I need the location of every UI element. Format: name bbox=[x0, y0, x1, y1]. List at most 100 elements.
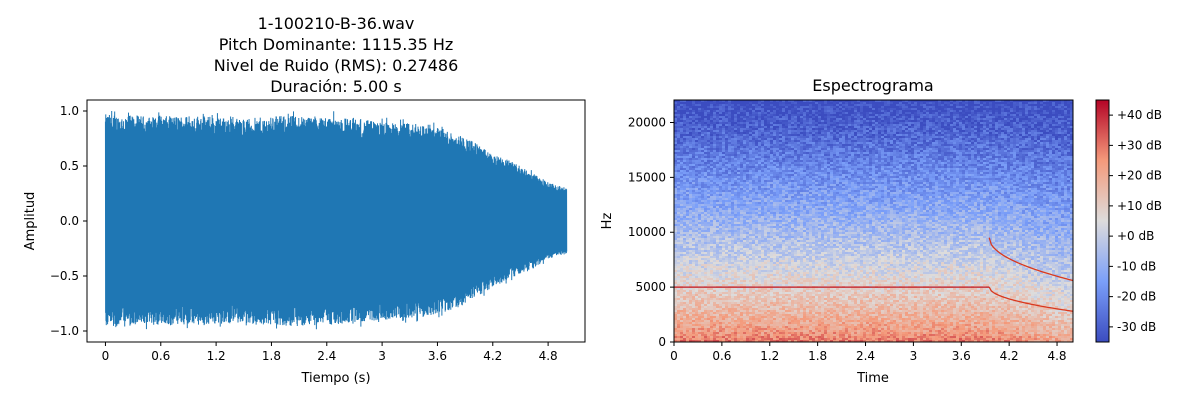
spectrogram-cell bbox=[731, 202, 735, 205]
spectrogram-cell bbox=[740, 162, 744, 165]
spectrogram-cell bbox=[791, 288, 795, 291]
spectrogram-cell bbox=[689, 302, 693, 305]
spectrogram-cell bbox=[773, 182, 777, 185]
spectrogram-cell bbox=[785, 112, 789, 115]
spectrogram-cell bbox=[776, 106, 780, 109]
spectrogram-cell bbox=[758, 140, 762, 143]
spectrogram-cell bbox=[773, 110, 777, 113]
spectrogram-cell bbox=[713, 242, 717, 245]
spectrogram-cell bbox=[698, 310, 702, 313]
spectrogram-cell bbox=[788, 332, 792, 335]
spectrogram-cell bbox=[725, 114, 729, 117]
spectrogram-cell bbox=[788, 292, 792, 295]
spectrogram-cell bbox=[692, 196, 696, 199]
spectrogram-cell bbox=[701, 106, 705, 109]
spectrogram-cell bbox=[731, 246, 735, 249]
spectrogram-cell bbox=[785, 160, 789, 163]
spectrogram-cell bbox=[725, 310, 729, 313]
spectrogram-cell bbox=[785, 330, 789, 333]
spectrogram-cell bbox=[707, 126, 711, 129]
spectrogram-cell bbox=[716, 178, 720, 181]
spectrogram-cell bbox=[734, 184, 738, 187]
spectrogram-cell bbox=[770, 146, 774, 149]
spectrogram-cell bbox=[695, 276, 699, 279]
spectrogram-cell bbox=[779, 254, 783, 257]
spectrogram-cell bbox=[752, 106, 756, 109]
spectrogram-cell bbox=[749, 234, 753, 237]
spectrogram-cell bbox=[689, 318, 693, 321]
spectrogram-cell bbox=[746, 294, 750, 297]
spectrogram-cell bbox=[710, 122, 714, 125]
spectrogram-cell bbox=[680, 192, 684, 195]
spectrogram-cell bbox=[767, 182, 771, 185]
spectrogram-cell bbox=[794, 160, 798, 163]
spectrogram-cell bbox=[779, 150, 783, 153]
spectrogram-cell bbox=[791, 126, 795, 129]
spectrogram-cell bbox=[779, 266, 783, 269]
spectrogram-cell bbox=[731, 222, 735, 225]
spectrogram-cell bbox=[755, 216, 759, 219]
spectrogram-cell bbox=[740, 202, 744, 205]
spectrogram-cell bbox=[713, 224, 717, 227]
spectrogram-cell bbox=[770, 142, 774, 145]
spectrogram-cell bbox=[701, 340, 705, 342]
spectrogram-cell bbox=[788, 218, 792, 221]
spectrogram-cell bbox=[740, 280, 744, 283]
spectrogram-cell bbox=[680, 254, 684, 257]
spectrogram-cell bbox=[776, 326, 780, 329]
spectrogram-cell bbox=[707, 128, 711, 131]
spectrogram-cell bbox=[737, 172, 741, 175]
spectrogram-cell bbox=[734, 306, 738, 309]
spectrogram-cell bbox=[737, 222, 741, 225]
spectrogram-cell bbox=[707, 144, 711, 147]
spectrogram-cell bbox=[794, 264, 798, 267]
spectrogram-cell bbox=[707, 186, 711, 189]
spectrogram-cell bbox=[779, 280, 783, 283]
spectrogram-cell bbox=[767, 320, 771, 323]
spectrogram-cell bbox=[749, 252, 753, 255]
spectrogram-cell bbox=[722, 164, 726, 167]
spectrogram-cell bbox=[722, 282, 726, 285]
spectrogram-cell bbox=[686, 210, 690, 213]
spectrogram-cell bbox=[788, 148, 792, 151]
spectrogram-cell bbox=[692, 174, 696, 177]
spectrogram-cell bbox=[686, 318, 690, 321]
spectrogram-cell bbox=[773, 108, 777, 111]
spectrogram-cell bbox=[683, 258, 687, 261]
spectrogram-cell bbox=[743, 134, 747, 137]
spectrogram-cell bbox=[695, 200, 699, 203]
spectrogram-cell bbox=[719, 198, 723, 201]
spectrogram-cell bbox=[776, 200, 780, 203]
spectrogram-cell bbox=[728, 274, 732, 277]
spectrogram-cell bbox=[740, 218, 744, 221]
spectrogram-cell bbox=[716, 214, 720, 217]
spectrogram-cell bbox=[773, 340, 777, 342]
spectrogram-cell bbox=[698, 126, 702, 129]
spectrogram-cell bbox=[722, 312, 726, 315]
spectrogram-cell bbox=[692, 118, 696, 121]
spectrogram-cell bbox=[794, 142, 798, 145]
spectrogram-cell bbox=[758, 334, 762, 337]
spectrogram-cell bbox=[779, 262, 783, 265]
spectrogram-cell bbox=[749, 198, 753, 201]
spectrogram-cell bbox=[749, 282, 753, 285]
spectrogram-cell bbox=[755, 204, 759, 207]
spectrogram-cell bbox=[758, 208, 762, 211]
spectrogram-cell bbox=[683, 210, 687, 213]
spectrogram-cell bbox=[788, 256, 792, 259]
spectrogram-cell bbox=[728, 138, 732, 141]
spectrogram-cell bbox=[674, 240, 678, 243]
spectrogram-cell bbox=[758, 316, 762, 319]
spectrogram-cell bbox=[716, 134, 720, 137]
spectrogram-cell bbox=[716, 328, 720, 331]
spectrogram-cell bbox=[749, 224, 753, 227]
spectrogram-cell bbox=[719, 298, 723, 301]
spectrogram-cell bbox=[788, 118, 792, 121]
spectrogram-cell bbox=[677, 320, 681, 323]
spectrogram-cell bbox=[704, 158, 708, 161]
spectrogram-cell bbox=[728, 230, 732, 233]
spectrogram-cell bbox=[689, 216, 693, 219]
spectrogram-cell bbox=[743, 202, 747, 205]
spectrogram-cell bbox=[743, 312, 747, 315]
spectrogram-cell bbox=[788, 210, 792, 213]
